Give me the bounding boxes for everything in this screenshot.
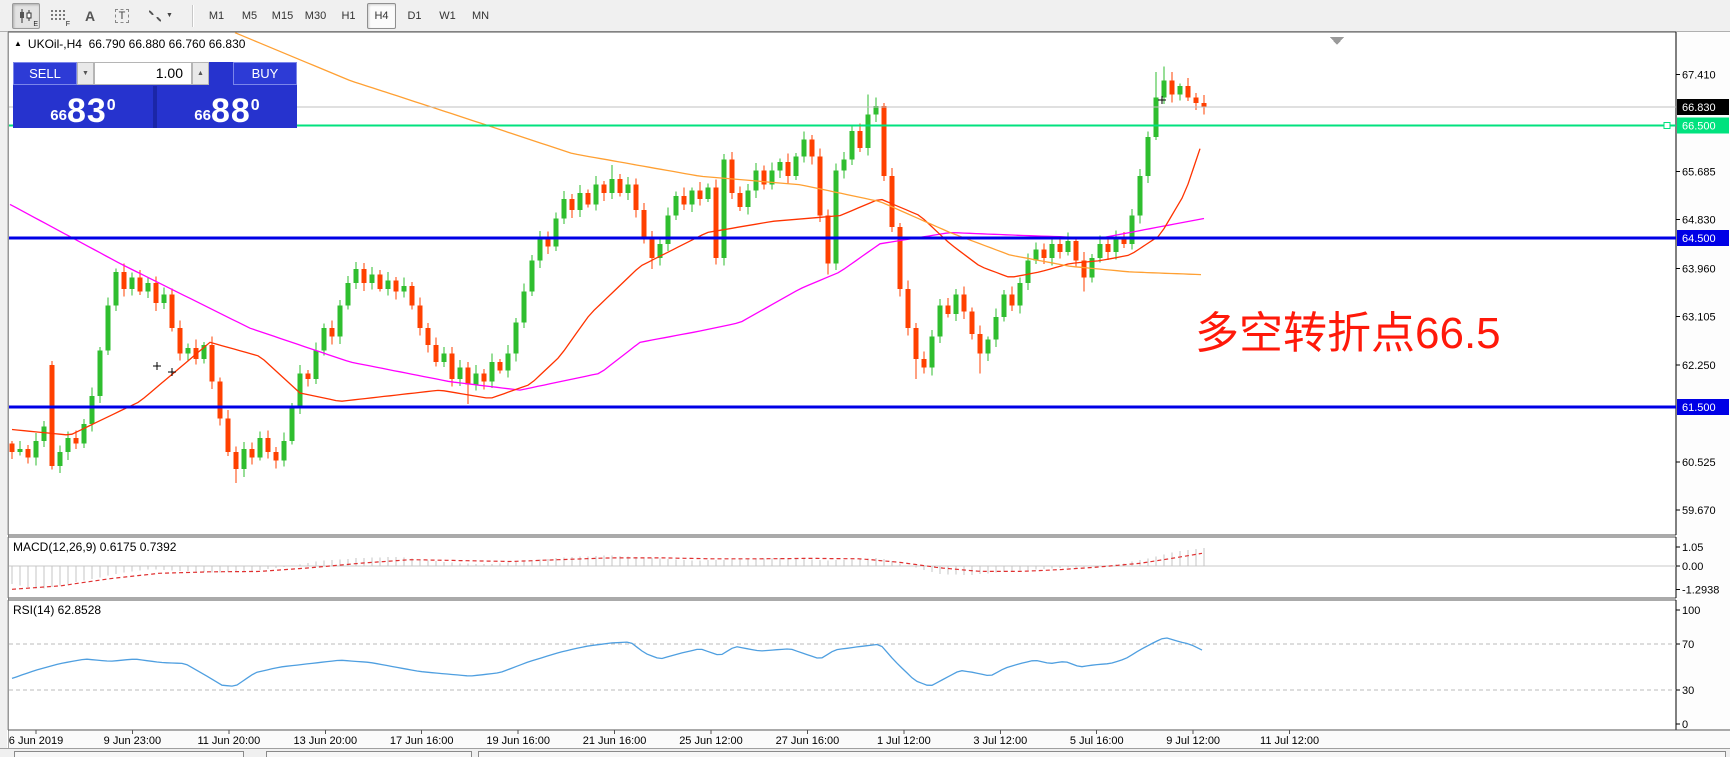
time-axis: 6 Jun 2019 9 Jun 23:00 11 Jun 20:00 13 Jun … xyxy=(9,729,1730,748)
chart-tab[interactable] xyxy=(266,751,472,757)
svg-text:0.00: 0.00 xyxy=(1682,561,1703,573)
sell-price-big: 83 xyxy=(66,92,107,130)
sell-price-small: 66 xyxy=(50,107,67,124)
ma-magenta xyxy=(9,203,1205,391)
chart-annotation-text[interactable]: 多空转折点66.5 xyxy=(1195,309,1501,358)
svg-text:67.410: 67.410 xyxy=(1682,69,1716,81)
timeframe-W1[interactable]: W1 xyxy=(439,9,456,22)
svg-text:66.830: 66.830 xyxy=(1682,102,1716,114)
grid-glyph xyxy=(51,9,65,20)
collapse-arrow-icon[interactable]: ▲ xyxy=(14,39,22,48)
rsi-panel: RSI(14) 62.8528 100 70 30 0 xyxy=(9,603,1700,731)
svg-text:27 Jun 16:00: 27 Jun 16:00 xyxy=(776,735,840,747)
svg-text:11 Jun 20:00: 11 Jun 20:00 xyxy=(197,735,260,747)
chevron-down-icon: ▼ xyxy=(166,12,173,19)
svg-text:70: 70 xyxy=(1682,639,1694,651)
timeframe-H4[interactable]: H4 xyxy=(367,2,396,29)
grid-icon[interactable]: F xyxy=(44,3,72,29)
candlestick-chart-icon[interactable]: E xyxy=(12,2,40,29)
chart-shift-marker xyxy=(1330,37,1344,45)
svg-text:60.525: 60.525 xyxy=(1682,457,1716,469)
macd-panel: MACD(12,26,9) 0.6175 0.7392 1.05 0.00 -1.29… xyxy=(9,540,1719,596)
svg-text:30: 30 xyxy=(1682,685,1694,697)
buy-price-small: 66 xyxy=(194,107,211,124)
svg-text:9 Jul 12:00: 9 Jul 12:00 xyxy=(1166,735,1220,747)
chart-tab[interactable] xyxy=(14,751,244,757)
buy-button[interactable]: BUY xyxy=(233,62,297,85)
main-price-panel xyxy=(9,32,1676,484)
chevron-up-icon: ▲ xyxy=(197,70,204,77)
svg-text:19 Jun 16:00: 19 Jun 16:00 xyxy=(486,735,550,747)
svg-text:21 Jun 16:00: 21 Jun 16:00 xyxy=(583,735,647,747)
volume-increase-button[interactable]: ▲ xyxy=(192,62,209,85)
timeframe-M15[interactable]: M15 xyxy=(271,9,294,22)
one-click-trade-panel: SELL ▼ 1.00 ▲ BUY 66 83 0 66 88 0 xyxy=(13,62,297,128)
toolbar-separator xyxy=(192,4,194,27)
svg-text:64.830: 64.830 xyxy=(1682,215,1716,227)
chart-tab[interactable] xyxy=(478,751,1726,757)
svg-text:RSI(14) 62.8528: RSI(14) 62.8528 xyxy=(13,603,101,617)
timeframe-buttons: M1 M5 M15 M30 H1 H4 D1 W1 MN xyxy=(200,2,497,29)
buy-price-sup: 0 xyxy=(250,97,260,114)
icon-sub-label: E xyxy=(33,20,38,28)
cursor-tools-icon[interactable]: ▼ xyxy=(140,3,180,29)
buy-price-big: 88 xyxy=(210,92,251,130)
svg-text:65.685: 65.685 xyxy=(1682,166,1716,178)
ma-red xyxy=(11,148,1201,436)
svg-text:66.500: 66.500 xyxy=(1682,121,1716,133)
svg-text:9 Jun 23:00: 9 Jun 23:00 xyxy=(104,735,162,747)
svg-text:1 Jul 12:00: 1 Jul 12:00 xyxy=(877,735,931,747)
chart-tabs-strip xyxy=(0,748,1730,757)
svg-text:63.105: 63.105 xyxy=(1682,312,1716,324)
chart-header: ▲ UKOil-,H4 66.790 66.880 66.760 66.830 xyxy=(14,37,245,51)
svg-text:25 Jun 12:00: 25 Jun 12:00 xyxy=(679,735,743,747)
svg-text:17 Jun 16:00: 17 Jun 16:00 xyxy=(390,735,454,747)
svg-text:MACD(12,26,9) 0.6175 0.7392: MACD(12,26,9) 0.6175 0.7392 xyxy=(13,540,177,554)
svg-text:64.500: 64.500 xyxy=(1682,233,1716,245)
chevron-down-icon: ▼ xyxy=(82,70,89,77)
price-axis: 67.410 65.685 64.830 63.960 63.105 62.250 60.5… xyxy=(1676,69,1729,517)
buy-price-display[interactable]: 66 88 0 xyxy=(157,86,297,128)
svg-text:61.500: 61.500 xyxy=(1682,402,1716,414)
timeframe-D1[interactable]: D1 xyxy=(407,9,422,22)
ohlc-values: 66.790 66.880 66.760 66.830 xyxy=(88,37,246,51)
macd-signal-line xyxy=(11,552,1203,590)
svg-text:63.960: 63.960 xyxy=(1682,264,1716,276)
text-label-icon[interactable]: A xyxy=(84,7,96,24)
svg-text:100: 100 xyxy=(1682,605,1700,617)
rsi-line xyxy=(11,637,1203,687)
svg-text:62.250: 62.250 xyxy=(1682,360,1716,372)
volume-input[interactable]: 1.00 xyxy=(94,62,192,85)
text-tool-icon[interactable]: T xyxy=(108,3,136,29)
timeframe-M5[interactable]: M5 xyxy=(241,9,258,22)
svg-text:11 Jul 12:00: 11 Jul 12:00 xyxy=(1260,735,1319,747)
sell-button[interactable]: SELL xyxy=(13,62,77,85)
svg-text:13 Jun 20:00: 13 Jun 20:00 xyxy=(293,735,357,747)
ma-orange xyxy=(234,32,1202,276)
toolbar: E F A T ▼ M1 M5 M1 xyxy=(0,0,1730,32)
arrows-glyph xyxy=(149,9,162,22)
candles-layer xyxy=(9,66,1207,484)
icon-sub-label: F xyxy=(65,20,70,28)
sell-price-display[interactable]: 66 83 0 xyxy=(13,86,153,128)
symbol-period-label: UKOil-,H4 xyxy=(27,37,82,51)
timeframe-H1[interactable]: H1 xyxy=(341,9,356,22)
svg-text:1.05: 1.05 xyxy=(1682,542,1703,554)
svg-text:6 Jun 2019: 6 Jun 2019 xyxy=(9,735,63,747)
timeframe-M30[interactable]: M30 xyxy=(304,9,327,22)
candlestick-glyph xyxy=(20,8,32,23)
sell-price-sup: 0 xyxy=(106,97,116,114)
svg-text:3 Jul 12:00: 3 Jul 12:00 xyxy=(973,735,1027,747)
volume-decrease-button[interactable]: ▼ xyxy=(77,62,94,85)
svg-text:-1.2938: -1.2938 xyxy=(1682,584,1719,596)
svg-text:59.670: 59.670 xyxy=(1682,505,1716,517)
timeframe-M1[interactable]: M1 xyxy=(208,9,225,22)
timeframe-MN[interactable]: MN xyxy=(471,9,490,22)
svg-text:5 Jul 16:00: 5 Jul 16:00 xyxy=(1070,735,1124,747)
svg-text:0: 0 xyxy=(1682,719,1688,731)
